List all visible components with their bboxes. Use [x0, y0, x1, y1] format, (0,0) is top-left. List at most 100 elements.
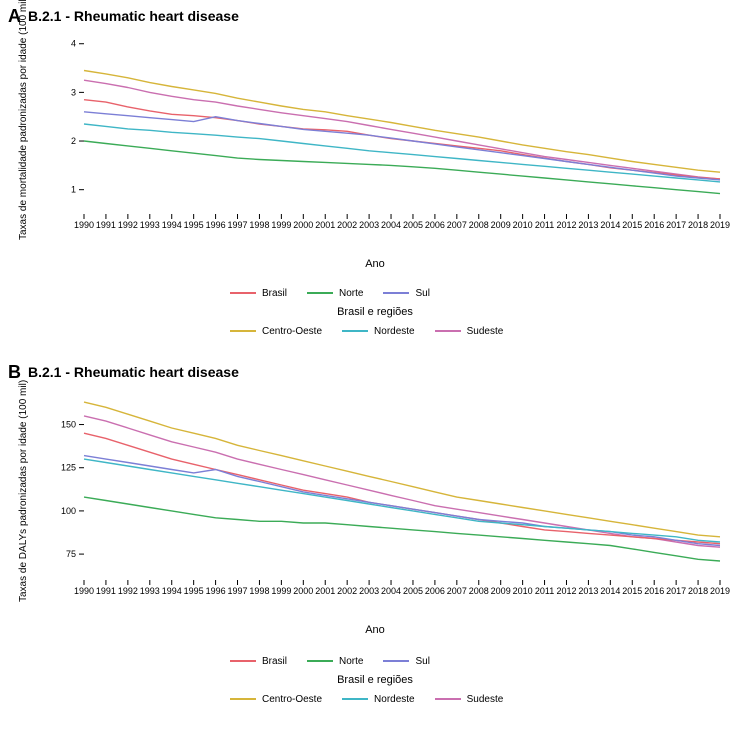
svg-text:2003: 2003 — [359, 220, 379, 230]
svg-text:1994: 1994 — [162, 586, 182, 596]
svg-text:1995: 1995 — [184, 586, 204, 596]
legend-swatch-nordeste — [342, 330, 368, 332]
svg-text:1998: 1998 — [249, 586, 269, 596]
svg-text:2006: 2006 — [425, 220, 445, 230]
svg-text:100: 100 — [61, 506, 76, 516]
legend-item-brasil: Brasil — [230, 656, 287, 667]
svg-text:150: 150 — [61, 420, 76, 430]
svg-text:2016: 2016 — [644, 586, 664, 596]
svg-text:2010: 2010 — [513, 586, 533, 596]
legend-item-sul: Sul — [383, 288, 429, 299]
svg-text:1990: 1990 — [74, 586, 94, 596]
svg-text:1991: 1991 — [96, 586, 116, 596]
svg-text:2000: 2000 — [293, 586, 313, 596]
legend-swatch-brasil — [230, 292, 256, 294]
svg-text:2: 2 — [71, 136, 76, 146]
svg-text:2005: 2005 — [403, 220, 423, 230]
panel-b-title: B.2.1 - Rheumatic heart disease — [28, 364, 239, 380]
svg-text:2003: 2003 — [359, 586, 379, 596]
panel-a-plot: 1234199019911992199319941995199619971998… — [60, 28, 730, 238]
svg-text:125: 125 — [61, 463, 76, 473]
svg-text:2014: 2014 — [600, 220, 620, 230]
svg-text:1999: 1999 — [271, 220, 291, 230]
legend-label-norte: Norte — [339, 288, 363, 299]
panel-a-legend-title: Brasil e regiões — [0, 306, 750, 318]
figure: A B.2.1 - Rheumatic heart disease Taxas … — [0, 0, 750, 737]
series-sudeste — [84, 80, 720, 179]
svg-text:2008: 2008 — [469, 586, 489, 596]
svg-text:1993: 1993 — [140, 220, 160, 230]
legend-item-norte: Norte — [307, 288, 363, 299]
panel-a: A B.2.1 - Rheumatic heart disease Taxas … — [0, 0, 750, 360]
series-sul — [84, 456, 720, 546]
svg-text:2017: 2017 — [666, 586, 686, 596]
legend-label-norte: Norte — [339, 656, 363, 667]
legend-item-centro_oeste: Centro-Oeste — [230, 694, 322, 705]
legend-label-brasil: Brasil — [262, 288, 287, 299]
legend-swatch-norte — [307, 660, 333, 662]
legend-swatch-norte — [307, 292, 333, 294]
svg-text:2016: 2016 — [644, 220, 664, 230]
svg-text:1994: 1994 — [162, 220, 182, 230]
svg-text:4: 4 — [71, 39, 76, 49]
svg-text:2011: 2011 — [535, 586, 554, 596]
svg-text:2007: 2007 — [447, 220, 467, 230]
svg-text:2013: 2013 — [578, 220, 598, 230]
panel-b-ylabel: Taxas de DALYs padronizadas por idade (1… — [18, 380, 29, 602]
svg-text:1996: 1996 — [206, 220, 226, 230]
svg-text:1991: 1991 — [96, 220, 116, 230]
panel-a-legend-row2: Centro-Oeste Nordeste Sudeste — [230, 324, 523, 337]
svg-text:3: 3 — [71, 87, 76, 97]
svg-text:1996: 1996 — [206, 586, 226, 596]
series-centro_oeste — [84, 402, 720, 537]
svg-text:2004: 2004 — [381, 586, 401, 596]
legend-swatch-centro_oeste — [230, 698, 256, 700]
panel-b-legend-row2: Centro-OesteNordesteSudeste — [230, 692, 523, 705]
svg-text:1997: 1997 — [228, 220, 248, 230]
svg-text:2010: 2010 — [513, 220, 533, 230]
svg-text:2014: 2014 — [600, 586, 620, 596]
svg-text:1: 1 — [71, 185, 76, 195]
svg-text:1999: 1999 — [271, 586, 291, 596]
svg-text:2008: 2008 — [469, 220, 489, 230]
svg-text:2006: 2006 — [425, 586, 445, 596]
legend-item-nordeste: Nordeste — [342, 326, 415, 337]
panel-a-ylabel: Taxas de mortalidade padronizadas por id… — [18, 0, 29, 240]
svg-text:2009: 2009 — [491, 220, 511, 230]
svg-text:1993: 1993 — [140, 586, 160, 596]
svg-text:2015: 2015 — [622, 220, 642, 230]
svg-text:2017: 2017 — [666, 220, 686, 230]
series-nordeste — [84, 124, 720, 182]
panel-b-xlabel: Ano — [0, 624, 750, 636]
svg-text:2018: 2018 — [688, 220, 708, 230]
legend-label-sudeste: Sudeste — [467, 326, 504, 337]
legend-item-nordeste: Nordeste — [342, 694, 415, 705]
svg-text:2001: 2001 — [315, 220, 335, 230]
svg-text:2005: 2005 — [403, 586, 423, 596]
svg-text:1997: 1997 — [228, 586, 248, 596]
svg-text:1998: 1998 — [249, 220, 269, 230]
panel-a-title: B.2.1 - Rheumatic heart disease — [28, 8, 239, 24]
legend-label-nordeste: Nordeste — [374, 326, 415, 337]
svg-text:1990: 1990 — [74, 220, 94, 230]
legend-item-centro_oeste: Centro-Oeste — [230, 326, 322, 337]
legend-swatch-brasil — [230, 660, 256, 662]
legend-label-nordeste: Nordeste — [374, 694, 415, 705]
series-sul — [84, 112, 720, 180]
svg-text:2012: 2012 — [556, 220, 576, 230]
legend-swatch-sudeste — [435, 698, 461, 700]
svg-text:2019: 2019 — [710, 586, 730, 596]
series-centro_oeste — [84, 71, 720, 173]
svg-text:2011: 2011 — [535, 220, 554, 230]
svg-text:2001: 2001 — [315, 586, 335, 596]
svg-text:2018: 2018 — [688, 586, 708, 596]
legend-swatch-nordeste — [342, 698, 368, 700]
svg-text:2002: 2002 — [337, 586, 357, 596]
legend-item-brasil: Brasil — [230, 288, 287, 299]
svg-text:2013: 2013 — [578, 586, 598, 596]
legend-label-centro_oeste: Centro-Oeste — [262, 326, 322, 337]
legend-swatch-sul — [383, 660, 409, 662]
legend-label-brasil: Brasil — [262, 656, 287, 667]
legend-label-sul: Sul — [415, 656, 429, 667]
svg-text:75: 75 — [66, 549, 76, 559]
